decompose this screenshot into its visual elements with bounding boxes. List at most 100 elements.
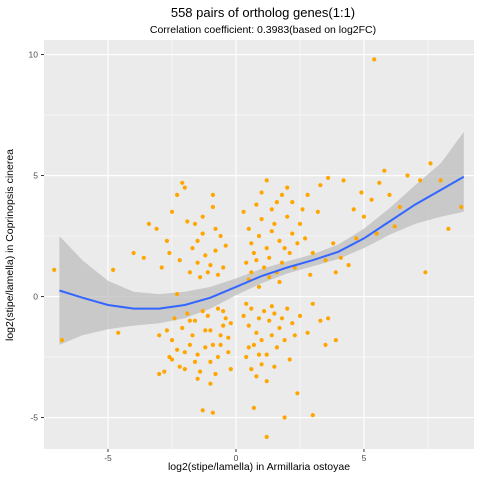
- data-point: [215, 306, 221, 311]
- data-point: [285, 306, 290, 311]
- data-point: [249, 270, 254, 275]
- data-point: [277, 238, 282, 243]
- data-point: [292, 333, 297, 338]
- data-point: [208, 263, 213, 268]
- data-point: [254, 330, 259, 335]
- data-point: [262, 309, 267, 314]
- data-point: [338, 255, 343, 260]
- data-point: [290, 321, 295, 326]
- data-point: [272, 311, 277, 316]
- data-point: [185, 311, 190, 316]
- data-point: [297, 313, 303, 318]
- data-point: [269, 229, 274, 234]
- data-points: [52, 57, 464, 439]
- data-point: [310, 413, 315, 418]
- data-point: [272, 221, 277, 226]
- y-tick-label: 10: [29, 50, 39, 60]
- data-point: [254, 258, 259, 263]
- data-point: [203, 345, 208, 350]
- data-point: [177, 258, 182, 263]
- data-point: [131, 250, 136, 256]
- data-point: [195, 260, 200, 265]
- data-point: [256, 284, 262, 289]
- data-point: [200, 408, 205, 413]
- data-point: [274, 200, 279, 205]
- data-point: [59, 338, 64, 343]
- data-point: [195, 238, 200, 243]
- data-point: [182, 367, 187, 372]
- data-point: [210, 342, 215, 347]
- data-point: [203, 253, 208, 258]
- data-point: [169, 338, 175, 343]
- confidence-ribbon: [59, 132, 464, 345]
- data-point: [116, 330, 121, 335]
- data-point: [295, 391, 300, 396]
- data-point: [167, 250, 172, 256]
- data-point: [331, 241, 336, 246]
- data-point: [175, 292, 180, 297]
- data-point: [187, 318, 192, 323]
- data-point: [290, 200, 295, 205]
- data-point: [264, 379, 269, 384]
- data-point: [341, 178, 346, 183]
- x-tick-label: 5: [362, 453, 367, 463]
- data-point: [254, 202, 259, 207]
- data-point: [459, 204, 464, 210]
- data-point: [287, 357, 292, 362]
- data-point: [351, 207, 356, 212]
- data-point: [223, 316, 228, 321]
- data-point: [323, 342, 328, 347]
- data-point: [438, 178, 443, 183]
- data-point: [169, 209, 175, 214]
- data-point: [210, 192, 215, 197]
- data-point: [190, 333, 195, 338]
- data-point: [221, 265, 226, 270]
- data-point: [162, 369, 167, 374]
- data-point: [187, 342, 192, 347]
- data-point: [249, 306, 254, 311]
- data-point: [285, 185, 290, 190]
- data-point: [195, 376, 200, 381]
- data-point: [221, 323, 226, 328]
- data-point: [279, 192, 285, 197]
- data-point: [323, 258, 328, 263]
- data-point: [428, 161, 433, 166]
- data-point: [405, 173, 410, 178]
- data-point: [277, 325, 282, 331]
- data-point: [203, 328, 208, 333]
- data-point: [228, 367, 233, 372]
- data-point: [164, 328, 169, 333]
- data-point: [303, 236, 308, 241]
- data-point: [274, 345, 279, 350]
- x-tick-label: -5: [104, 453, 112, 463]
- data-point: [187, 270, 192, 275]
- data-point: [213, 226, 218, 231]
- data-point: [159, 265, 164, 270]
- data-point: [208, 381, 213, 386]
- data-point: [205, 313, 210, 318]
- data-point: [262, 265, 267, 270]
- data-point: [305, 192, 310, 197]
- data-point: [372, 57, 377, 62]
- data-point: [269, 304, 274, 309]
- data-point: [192, 221, 198, 226]
- y-tick-label: 5: [33, 171, 38, 181]
- data-point: [141, 255, 146, 260]
- smooth-line: [59, 175, 465, 310]
- data-point: [146, 221, 151, 226]
- data-point: [205, 270, 210, 275]
- data-point: [167, 354, 172, 360]
- data-point: [267, 255, 272, 260]
- data-point: [326, 175, 331, 180]
- data-point: [369, 197, 374, 202]
- data-point: [192, 318, 198, 323]
- data-point: [259, 217, 264, 222]
- data-point: [279, 260, 285, 265]
- data-point: [208, 359, 213, 364]
- data-point: [218, 233, 223, 239]
- data-point: [180, 325, 185, 331]
- data-point: [264, 178, 269, 183]
- data-point: [198, 369, 203, 374]
- data-point: [246, 345, 251, 350]
- data-point: [249, 367, 254, 372]
